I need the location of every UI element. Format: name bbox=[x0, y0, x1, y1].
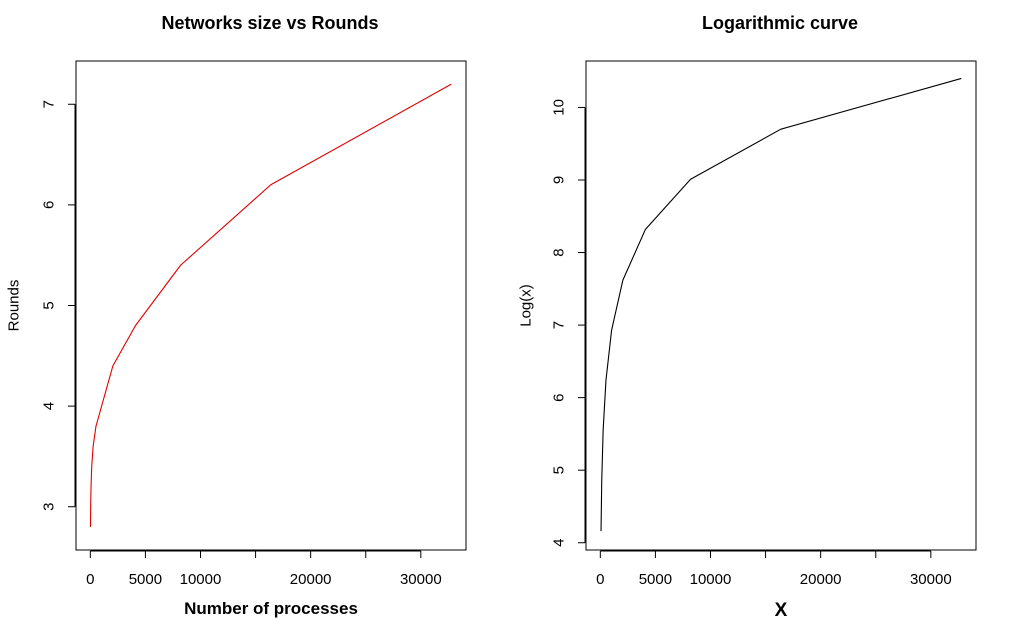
x-tick-label: 30000 bbox=[400, 571, 442, 588]
y-tick-label: 7 bbox=[41, 100, 58, 108]
x-tick-label: 20000 bbox=[800, 571, 842, 588]
x-tick-label: 0 bbox=[86, 571, 94, 588]
x-tick-label: 30000 bbox=[910, 571, 952, 588]
y-tick-label: 4 bbox=[551, 539, 568, 547]
series-line-0 bbox=[89, 83, 452, 527]
plot-frame bbox=[75, 60, 467, 551]
x-tick-label: 10000 bbox=[690, 571, 732, 588]
x-axis-label: X bbox=[775, 600, 788, 621]
y-axis-label: Rounds bbox=[6, 280, 23, 332]
y-axis-label: Log(x) bbox=[518, 284, 535, 327]
x-tick-label: 0 bbox=[596, 571, 604, 588]
series-line-0 bbox=[600, 77, 962, 532]
y-tick-label: 4 bbox=[41, 402, 58, 410]
chart-networks-size-vs-rounds: Networks size vs Rounds 0 5000 10000 20000 30… bbox=[6, 13, 467, 618]
y-tick-label: 3 bbox=[41, 503, 58, 511]
y-tick-label: 6 bbox=[41, 201, 58, 209]
chart-title: Logarithmic curve bbox=[702, 13, 858, 33]
chart-title: Networks size vs Rounds bbox=[161, 13, 378, 33]
x-tick-label: 5000 bbox=[639, 571, 672, 588]
y-tick-label: 6 bbox=[551, 393, 568, 401]
y-tick-label: 7 bbox=[551, 321, 568, 329]
y-tick-label: 8 bbox=[551, 248, 568, 256]
y-tick-label: 10 bbox=[551, 99, 568, 116]
y-tick-label: 5 bbox=[41, 301, 58, 309]
x-axis-label: Number of processes bbox=[184, 599, 358, 618]
y-tick-label: 9 bbox=[551, 176, 568, 184]
x-tick-label: 10000 bbox=[180, 571, 222, 588]
chart-logarithmic-curve: Logarithmic curve 0 5000 10000 20000 30000 4 5 6… bbox=[518, 13, 977, 621]
x-tick-label: 5000 bbox=[129, 571, 162, 588]
x-tick-label: 20000 bbox=[290, 571, 332, 588]
y-tick-label: 5 bbox=[551, 466, 568, 474]
plot-frame bbox=[585, 60, 977, 551]
